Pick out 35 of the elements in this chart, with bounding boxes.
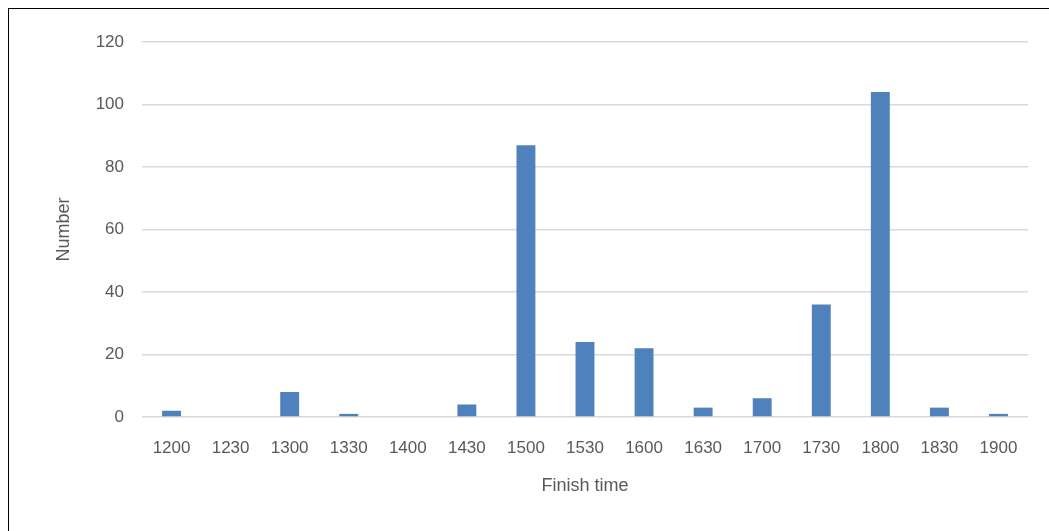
bar [575,342,595,417]
bar [693,407,713,417]
x-tick-label: 1630 [684,437,723,457]
bar [516,145,536,417]
bar [870,92,890,417]
bar [280,392,300,417]
x-tick-label: 1900 [979,437,1018,457]
x-tick-label: 1700 [743,437,782,457]
y-tick-label: 20 [105,344,124,364]
x-tick-label: 1500 [507,437,545,457]
x-tick-label: 1530 [566,437,604,457]
y-tick-label: 60 [105,219,124,239]
bar [811,304,831,417]
x-tick-label: 1430 [447,437,486,457]
y-tick-label: 120 [95,31,124,51]
x-tick-label: 1300 [270,437,309,457]
x-tick-label: 1200 [152,437,191,457]
x-tick-label: 1600 [625,437,663,457]
bar [752,398,772,417]
bar [162,410,181,417]
x-tick-label: 1400 [388,437,427,457]
y-tick-label: 40 [105,281,124,301]
bar [457,404,477,417]
y-axis-title: Number [52,197,73,262]
y-tick-label: 0 [114,406,124,426]
x-tick-label: 1330 [329,437,368,457]
x-axis-title: Finish time [541,475,629,496]
x-tick-label: 1730 [802,437,841,457]
y-tick-label: 80 [105,156,124,176]
bar [634,348,654,417]
x-tick-label: 1830 [920,437,959,457]
y-tick-label: 100 [95,94,124,114]
bar [929,407,949,417]
x-tick-label: 1230 [211,437,250,457]
x-tick-label: 1800 [861,437,900,457]
